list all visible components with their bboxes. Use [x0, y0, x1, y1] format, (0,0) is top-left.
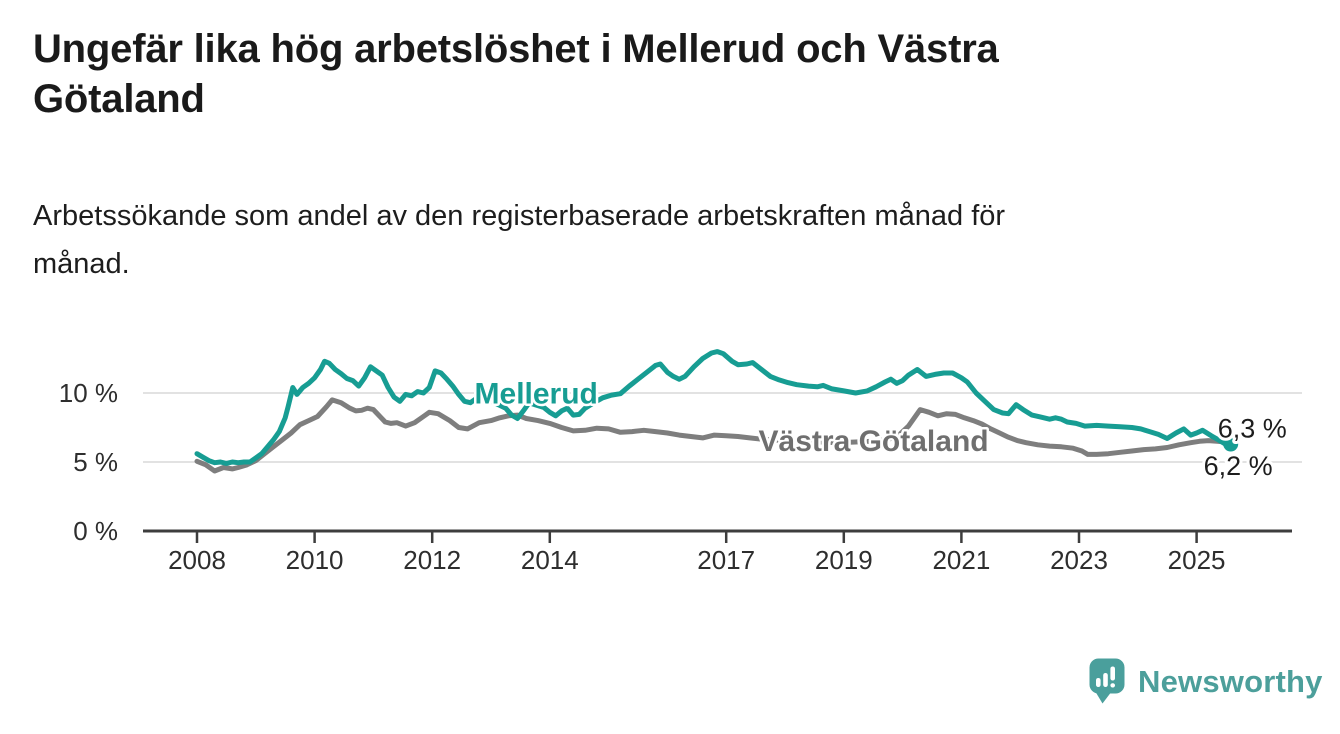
x-tick-label-2008: 2008: [168, 545, 226, 575]
x-tick-label-2019: 2019: [815, 545, 873, 575]
page-title: Ungefär lika hög arbetslöshet i Mellerud…: [33, 24, 1273, 124]
x-tick-label-2023: 2023: [1050, 545, 1108, 575]
newsworthy-speech-bubble-chart-icon: [1089, 658, 1125, 704]
x-tick-label-2021: 2021: [932, 545, 990, 575]
page-title-line-1: Ungefär lika hög arbetslöshet i Mellerud…: [33, 27, 999, 71]
chart-subtitle-line-1: Arbetssökande som andel av den registerb…: [33, 200, 1006, 232]
series-end-dot-mellerud: [1223, 436, 1239, 452]
x-tick-label-2010: 2010: [286, 545, 344, 575]
x-tick-label-2012: 2012: [403, 545, 461, 575]
newsworthy-logo: Newsworthy: [1089, 658, 1323, 705]
end-value-label-mellerud: 6,3 %: [1218, 413, 1287, 443]
y-tick-label-10pct: 10 %: [59, 378, 118, 408]
series-line-v-stra-g-taland: [194, 397, 1234, 474]
series-line-mellerud: [194, 349, 1234, 466]
page-title-line-2: Götaland: [33, 77, 205, 121]
x-tick-label-2025: 2025: [1168, 545, 1226, 575]
series-label-v-stra-g-taland: Västra Götaland: [759, 425, 989, 458]
x-tick-label-2014: 2014: [521, 545, 579, 575]
series-label-mellerud: Mellerud: [475, 377, 598, 410]
y-tick-label-0pct: 0 %: [73, 516, 118, 546]
end-value-label-v-stra-g-taland: 6,2 %: [1204, 451, 1273, 481]
chart-subtitle: Arbetssökande som andel av den registerb…: [33, 192, 1253, 288]
chart-subtitle-line-2: månad.: [33, 248, 130, 280]
newsworthy-logo-text: Newsworthy: [1138, 663, 1323, 699]
x-tick-label-2017: 2017: [697, 545, 755, 575]
y-tick-label-5pct: 5 %: [73, 447, 118, 477]
